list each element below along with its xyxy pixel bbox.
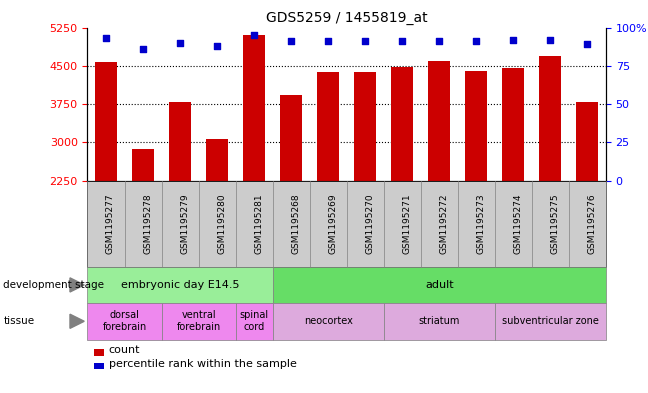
Text: adult: adult [425,280,454,290]
Point [101,35,111,41]
Point [360,38,371,44]
Text: GSM1195269: GSM1195269 [328,194,337,254]
Bar [132,149,154,181]
Text: GSM1195279: GSM1195279 [180,194,189,254]
Bar [539,55,561,181]
Point [397,38,408,44]
Text: development stage: development stage [3,280,104,290]
Point [212,43,222,49]
Text: GSM1195271: GSM1195271 [402,194,411,254]
Bar [280,95,302,181]
Bar [317,72,340,181]
Text: subventricular zone: subventricular zone [502,316,599,326]
Point [175,40,185,46]
Text: GSM1195272: GSM1195272 [439,194,448,254]
Bar [465,72,487,181]
Point [434,38,445,44]
Point [508,37,518,43]
Text: GSM1195277: GSM1195277 [106,194,115,254]
Text: percentile rank within the sample: percentile rank within the sample [109,358,297,369]
Text: GSM1195275: GSM1195275 [550,194,559,254]
Text: GSM1195278: GSM1195278 [143,194,152,254]
Bar [354,72,376,181]
Point [138,46,148,52]
Point [545,37,555,43]
Point [323,38,333,44]
Bar [206,140,228,181]
Bar [502,68,524,181]
Text: neocortex: neocortex [304,316,353,326]
Text: GSM1195280: GSM1195280 [217,194,226,254]
Text: count: count [109,345,141,355]
Text: GSM1195274: GSM1195274 [513,194,522,254]
Text: embryonic day E14.5: embryonic day E14.5 [121,280,239,290]
Text: GSM1195270: GSM1195270 [365,194,374,254]
Text: GSM1195281: GSM1195281 [254,194,263,254]
Text: GSM1195268: GSM1195268 [291,194,300,254]
Title: GDS5259 / 1455819_at: GDS5259 / 1455819_at [266,11,428,25]
Text: GSM1195273: GSM1195273 [476,194,485,254]
Bar [95,62,117,181]
Bar [576,101,599,181]
Bar [169,101,191,181]
Text: ventral
forebrain: ventral forebrain [176,310,221,332]
Point [471,38,481,44]
Point [582,41,592,48]
Bar [391,67,413,181]
Text: GSM1195276: GSM1195276 [587,194,596,254]
Point [286,38,296,44]
Bar [428,61,450,181]
Text: tissue: tissue [3,316,34,326]
Text: spinal
cord: spinal cord [240,310,269,332]
Bar [243,35,265,181]
Text: striatum: striatum [419,316,460,326]
Point [249,32,259,38]
Text: dorsal
forebrain: dorsal forebrain [102,310,146,332]
